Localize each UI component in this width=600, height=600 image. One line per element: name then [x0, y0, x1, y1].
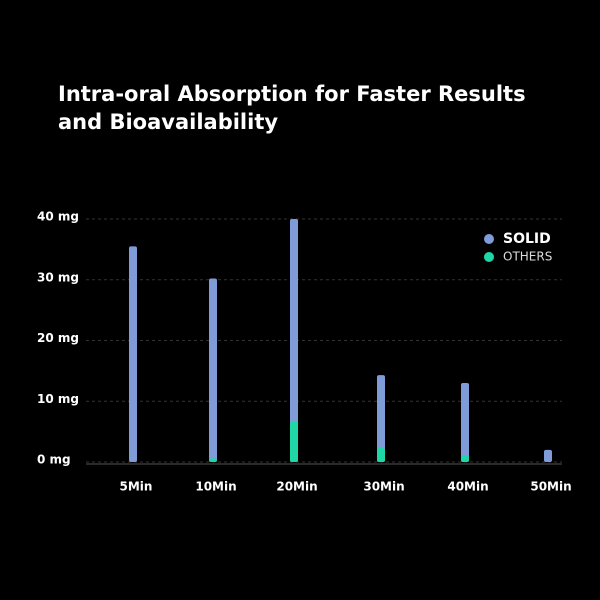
y-tick-label: 30 mg — [37, 270, 79, 284]
bar — [377, 375, 385, 462]
bar — [461, 455, 469, 462]
chart-title: Intra-oral Absorption for Faster Results… — [58, 82, 526, 134]
x-tick-label: 5Min — [120, 480, 153, 494]
x-tick-label: 30Min — [363, 480, 404, 494]
bar — [290, 219, 298, 462]
bar — [377, 448, 385, 462]
legend-marker — [484, 234, 494, 244]
y-tick-label: 20 mg — [37, 331, 79, 345]
y-tick-label: 40 mg — [37, 210, 79, 224]
x-tick-label: 10Min — [195, 480, 236, 494]
legend-label: SOLID — [503, 231, 551, 247]
y-tick-label: 10 mg — [37, 392, 79, 406]
bar — [129, 246, 137, 462]
bar — [544, 449, 552, 462]
bar — [290, 421, 298, 462]
y-tick-label: 0 mg — [37, 453, 71, 467]
legend-marker — [484, 252, 494, 262]
bar — [209, 278, 217, 462]
x-tick-label: 20Min — [276, 480, 317, 494]
bar — [461, 383, 469, 462]
bar — [209, 458, 217, 462]
x-tick-label: 50Min — [530, 480, 571, 494]
x-tick-label: 40Min — [447, 480, 488, 494]
legend-label: OTHERS — [503, 250, 552, 264]
